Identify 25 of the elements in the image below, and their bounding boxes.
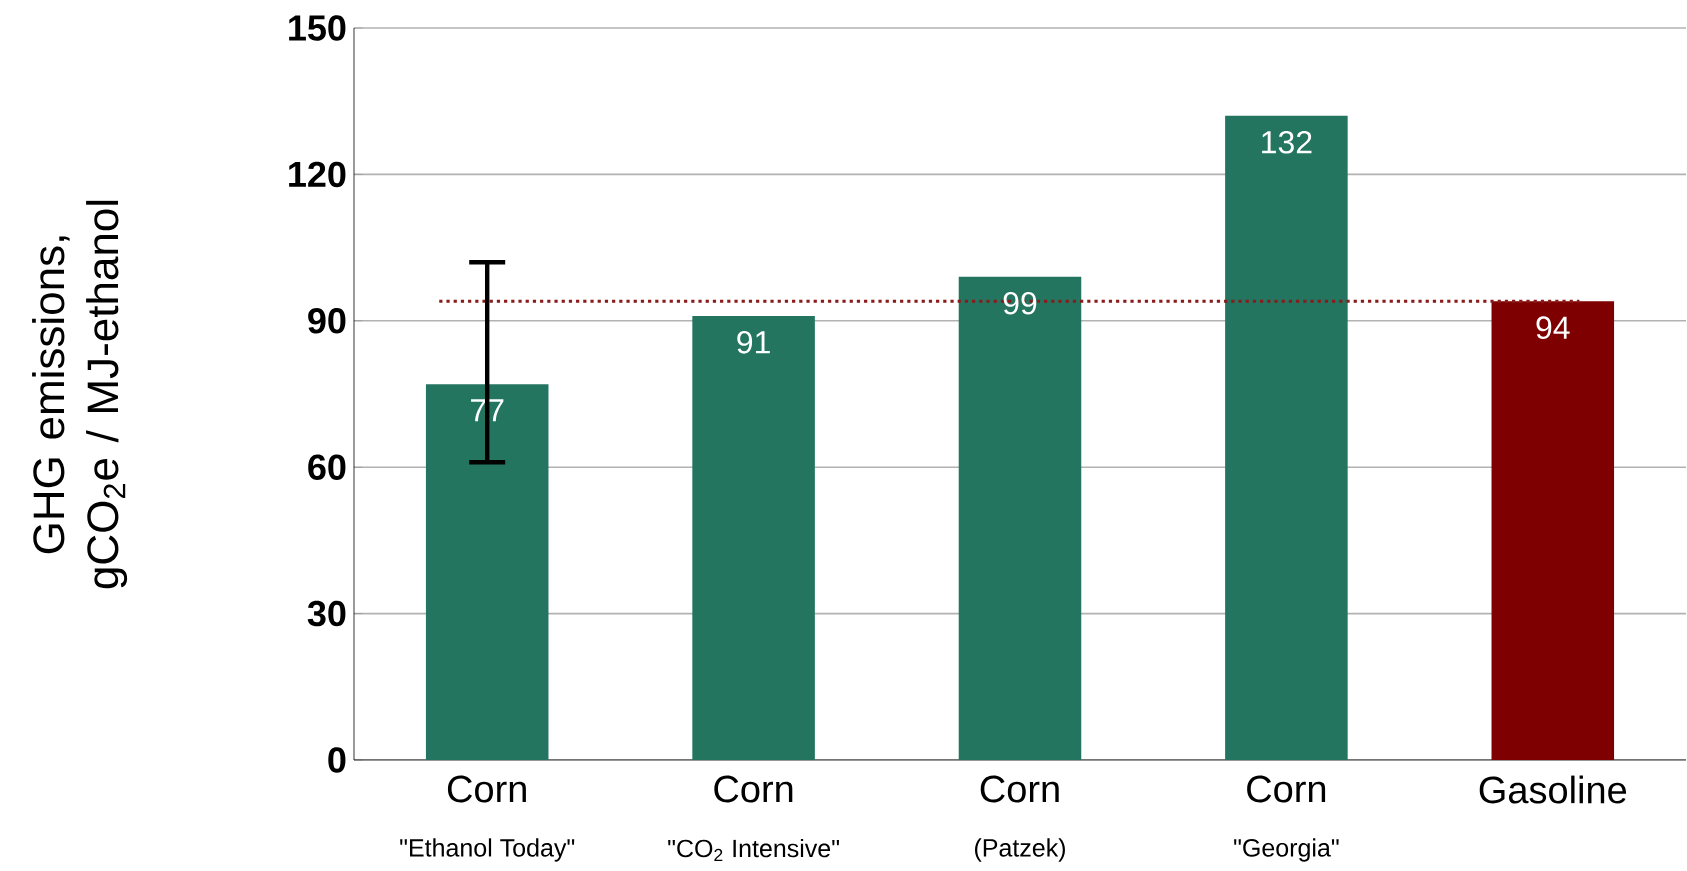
- x-tick-label: Corn: [447, 775, 526, 803]
- data-label: 99: [1003, 291, 1037, 315]
- y-tick-label: 30: [307, 600, 346, 627]
- data-label: 94: [1536, 316, 1570, 339]
- text: "Georgia": [1234, 838, 1339, 862]
- y-tick-label: 0: [328, 747, 346, 773]
- text: (Patzek): [974, 838, 1065, 862]
- data-label: 91: [737, 330, 770, 354]
- bar: [1225, 115, 1348, 760]
- text: "Ethanol Today": [400, 838, 575, 862]
- bar: [1491, 301, 1615, 760]
- x-tick-label: Corn: [980, 775, 1059, 803]
- x-tick-label: Gasoline: [1479, 775, 1627, 804]
- y-tick-label: 60: [308, 454, 346, 480]
- x-tick-label: Corn: [714, 775, 793, 803]
- y-tick-label: 150: [289, 15, 346, 41]
- data-label: 132: [1262, 130, 1312, 154]
- data-label: 77: [471, 399, 504, 422]
- text: "CO$_{2}$ Intensive": [668, 838, 840, 862]
- bar: [425, 384, 549, 760]
- bar: [958, 276, 1082, 760]
- x-tick-label: Corn: [1247, 775, 1326, 803]
- bar: [692, 315, 815, 760]
- y-tick-label: 120: [289, 161, 346, 188]
- y-tick-label: 90: [308, 308, 346, 334]
